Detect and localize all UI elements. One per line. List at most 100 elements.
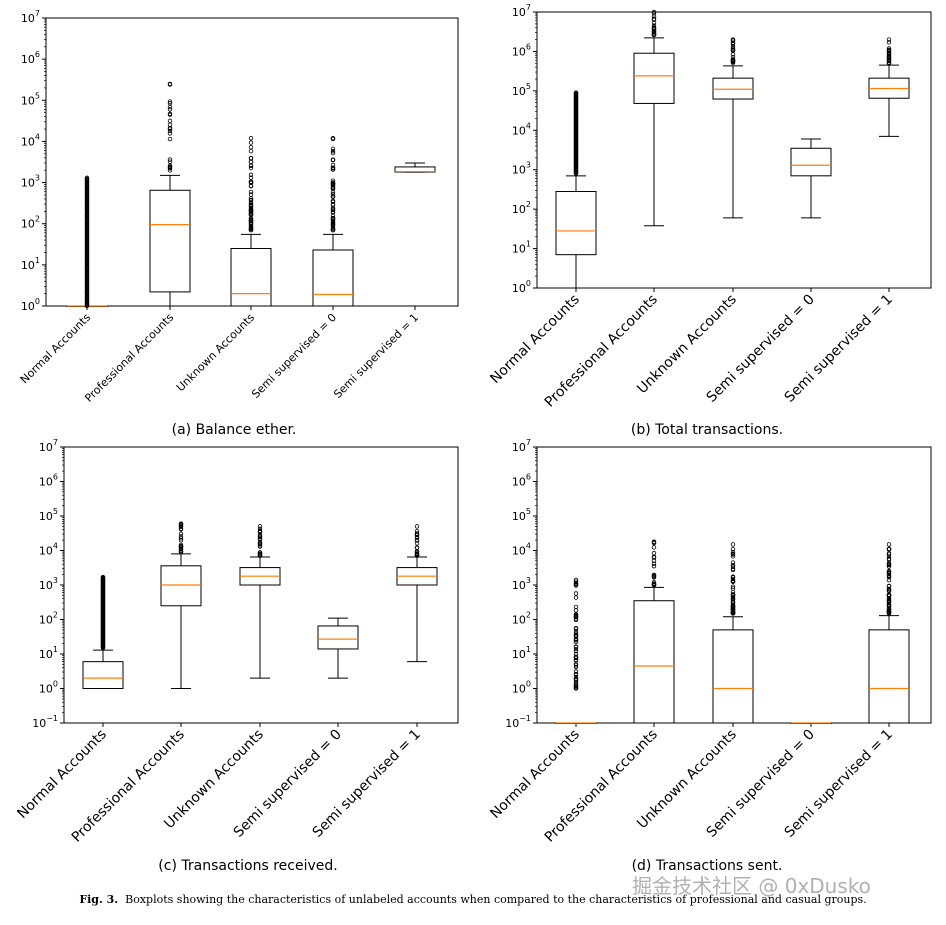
flier-point: [886, 51, 892, 57]
flier-point: [248, 183, 254, 189]
flier-point: [573, 646, 579, 652]
flier-point: [167, 107, 173, 112]
flier-point: [886, 46, 892, 51]
flier-point: [651, 561, 657, 567]
flier-point: [730, 600, 736, 605]
flier-point: [248, 159, 254, 164]
box-2: [160, 521, 202, 689]
flier-point: [178, 531, 184, 536]
y-tick-label: 10−1: [505, 714, 531, 730]
x-tick-label: Semi supervised = 0: [249, 311, 339, 401]
flier-point: [330, 150, 336, 156]
flier-point: [100, 574, 106, 580]
box-body: [160, 565, 202, 607]
flier-point: [573, 683, 579, 688]
flier-point: [414, 524, 420, 529]
flier-point: [330, 167, 336, 172]
flier-point: [330, 209, 336, 214]
y-tick-label: 102: [512, 611, 531, 627]
flier-point: [730, 603, 736, 608]
y-tick-label: 101: [21, 256, 40, 272]
box-5: [868, 37, 910, 137]
flier-point: [886, 583, 892, 589]
flier-point: [573, 663, 579, 668]
flier-point: [167, 131, 173, 136]
flier-point: [886, 568, 892, 574]
panel-subcaption: (b) Total transactions.: [631, 422, 783, 438]
flier-point: [167, 112, 173, 117]
box-4: [790, 722, 832, 724]
figure-caption: Fig. 3. Boxplots showing the characteris…: [0, 893, 946, 906]
y-tick-label: 106: [39, 473, 58, 489]
panel-subcaption: (c) Transactions received.: [158, 858, 337, 874]
flier-point: [330, 181, 336, 186]
flier-point: [573, 655, 579, 660]
flier-point: [573, 649, 579, 654]
flier-point: [248, 140, 254, 145]
flier-point: [886, 571, 892, 576]
flier-point: [330, 216, 336, 221]
box-body: [82, 661, 124, 690]
box-body: [149, 189, 191, 293]
flier-point: [414, 552, 420, 557]
flier-point: [178, 548, 184, 554]
flier-point: [248, 200, 254, 205]
box-5: [868, 542, 910, 724]
flier-point: [167, 136, 173, 142]
box-body: [633, 52, 675, 104]
box-2: [633, 539, 675, 724]
flier-point: [730, 546, 736, 552]
flier-point: [178, 526, 184, 531]
flier-point: [651, 23, 657, 28]
flier-point: [248, 172, 254, 178]
flier-point: [730, 560, 736, 565]
box-body: [633, 600, 675, 724]
flier-point: [167, 128, 173, 134]
flier-point: [414, 545, 420, 550]
flier-point: [178, 534, 184, 539]
flier-point: [257, 528, 263, 534]
flier-point: [330, 149, 336, 154]
flier-point: [886, 37, 892, 42]
flier-point: [651, 558, 657, 563]
flier-point: [414, 535, 420, 540]
chart-panel-a: 100 101 102 103 104 105 106 107 Normal AccountsP…: [18, 9, 459, 438]
flier-point: [330, 220, 336, 225]
flier-point: [573, 591, 579, 596]
flier-point: [330, 135, 336, 141]
flier-point: [248, 179, 254, 184]
box-body: [317, 625, 359, 650]
y-tick-label: 106: [21, 50, 40, 66]
flier-point: [248, 145, 254, 150]
axes-frame: [45, 17, 459, 307]
flier-point: [886, 557, 892, 562]
flier-point: [730, 564, 736, 569]
flier-point: [573, 614, 579, 620]
axes-frame: [536, 11, 932, 289]
flier-point: [573, 664, 579, 670]
flier-point: [651, 550, 657, 556]
panel-subcaption: (a) Balance ether.: [172, 422, 297, 438]
flier-point: [573, 626, 579, 631]
flier-point: [414, 529, 420, 534]
y-tick-label: 106: [512, 42, 531, 58]
flier-point: [730, 566, 736, 572]
flier-point: [573, 613, 579, 618]
flier-point: [257, 536, 263, 542]
box-body: [230, 247, 272, 307]
flier-point: [730, 542, 736, 547]
flier-point: [330, 146, 336, 151]
flier-point: [248, 217, 254, 223]
y-tick-label: 107: [39, 438, 58, 454]
flier-point: [886, 560, 892, 566]
y-tick-label: 100: [512, 279, 531, 295]
flier-point: [330, 227, 336, 233]
flier-point: [257, 526, 263, 532]
flier-point: [257, 524, 263, 529]
flier-point: [651, 582, 657, 588]
flier-point: [178, 546, 184, 552]
x-tick-label: Professional Accounts: [82, 311, 176, 405]
box-3: [712, 37, 754, 219]
flier-point: [330, 194, 336, 199]
